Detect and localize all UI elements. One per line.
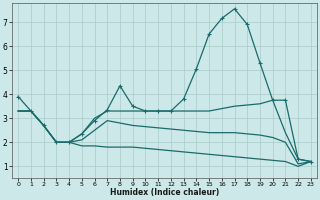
X-axis label: Humidex (Indice chaleur): Humidex (Indice chaleur) xyxy=(110,188,219,197)
